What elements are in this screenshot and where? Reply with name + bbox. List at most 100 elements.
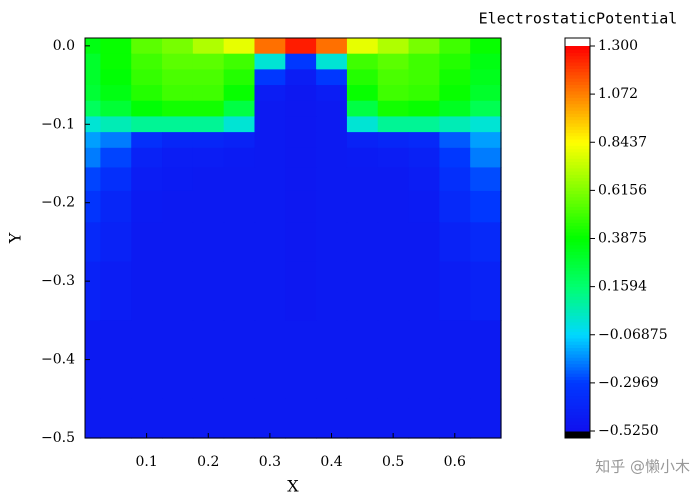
cell [85,320,102,400]
cell [254,69,286,86]
cell [85,222,102,263]
colorbar-strip [565,116,590,121]
cell [439,85,471,102]
cell [408,69,440,86]
colorbar-tick-label: −0.5250 [598,423,659,439]
colorbar-strip [565,363,590,368]
colorbar-strip [565,325,590,329]
cell [316,69,348,86]
cell [254,190,286,223]
colorbar-strip [565,305,590,310]
cell [254,261,286,321]
colorbar-strip [565,280,590,284]
cell [223,100,256,118]
cell [470,100,502,118]
colorbar-strip [565,200,590,204]
cell [192,69,225,86]
y-tick-label: 0.0 [53,38,75,54]
cell [439,116,471,133]
colorbar-tick-label: 0.3875 [598,231,647,247]
cell [316,100,348,118]
colorbar-strip [565,183,590,188]
cell [192,53,225,70]
cell [439,320,471,400]
cell [85,167,102,192]
cell [316,85,348,102]
x-tick-label: 0.5 [382,454,404,470]
cell [377,38,410,55]
cell [192,38,225,55]
cell [470,261,502,321]
plot-frame [84,37,502,439]
cell [100,69,132,86]
colorbar-strip [565,347,590,352]
colorbar-strip [565,238,590,243]
x-tick-label: 0.3 [259,454,281,470]
cell [316,132,348,149]
cell [192,116,225,133]
cell [85,147,102,169]
colorbar-strip [565,84,590,89]
colorbar-strip [565,411,590,416]
colorbar-strip [565,395,590,400]
cell [131,147,163,169]
cell [223,167,256,192]
x-tick-label: 0.6 [444,454,466,470]
colorbar-strip [565,267,590,272]
cell [377,320,410,400]
cell [131,167,163,192]
cell [408,132,440,149]
cell [192,190,225,223]
cell [85,85,102,102]
colorbar-strip [565,123,590,127]
cell [100,261,132,321]
cell [408,38,440,55]
colorbar-strip [565,151,590,156]
cell [285,69,317,86]
cell [162,85,194,102]
cell [285,222,317,263]
colorbar-strip [565,248,590,252]
cell [162,261,194,321]
cell [408,53,440,70]
colorbar-over [565,38,590,46]
cell [223,69,256,86]
cell [439,261,471,321]
cell [100,85,132,102]
cell [408,190,440,223]
colorbar-tick-label: −0.06875 [598,327,668,343]
colorbar-strip [565,386,590,390]
cell [131,100,163,118]
colorbar-strip [565,251,590,256]
cell [346,320,379,400]
cell [470,38,502,55]
colorbar-strip [565,264,590,268]
colorbar-strip [565,161,590,166]
cell [131,53,163,70]
y-tick-label: −0.5 [41,430,75,446]
cell [100,147,132,169]
cell [223,190,256,223]
colorbar-strip [565,106,590,111]
colorbar-strip [565,148,590,153]
cell [85,53,102,70]
colorbar-strip [565,357,590,361]
colorbar-strip [565,296,590,300]
colorbar-strip [565,46,590,50]
y-tick-label: −0.3 [41,273,75,289]
cell [223,147,256,169]
cell [285,116,317,133]
colorbar-strip [565,244,590,249]
colorbar-strip [565,155,590,159]
cell [100,320,132,400]
cell [223,85,256,102]
colorbar-strip [565,392,590,397]
cell [162,147,194,169]
cell [316,190,348,223]
cell [223,398,256,439]
cell [439,38,471,55]
colorbar-strip [565,408,590,413]
cell [316,398,348,439]
cell [131,222,163,263]
